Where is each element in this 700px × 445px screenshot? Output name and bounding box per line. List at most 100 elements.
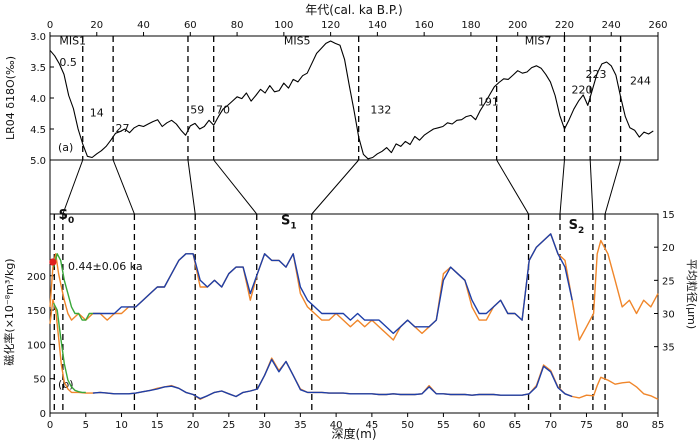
panel-a-xtick-label: 220 [555,20,574,31]
correlation-connector [559,159,565,215]
panel-b-xtick-label: 25 [222,420,235,431]
panel-b-ytick-left-label: 50 [33,375,46,386]
panel-b-xtick-label: 55 [437,420,450,431]
panel-a-xtick-label: 60 [184,20,197,31]
panel-a-xtick-label: 40 [137,20,150,31]
panel-b-ytick-left-label: 100 [27,340,46,351]
panel-b-ytick-left-label: 0 [40,409,46,420]
panel-b-xtick-label: 0 [47,420,53,431]
panel-b-ytick-left-label: 200 [27,272,46,283]
panel-b-ytick-left-label: 150 [27,306,46,317]
panel-a-xtick-label: 80 [231,20,244,31]
date-annotation: 0.44±0.06 ka [68,260,143,273]
panel-a-xtick-label: 0 [47,20,53,31]
lr04-d18o-line [49,40,654,160]
panel-b-ytick-right-label: 20 [662,243,675,254]
boundary-age-label: 0.5 [59,56,77,69]
boundary-age-label: 220 [571,84,592,97]
panel-b-xtick-label: 65 [509,420,522,431]
mis-label: MIS1 [59,35,86,48]
panel-a-xtick-label: 260 [648,20,667,31]
panel-b-xtick-label: 85 [652,420,665,431]
panel-b-xtick-label: 5 [83,420,89,431]
panel-a-ylabel: LR04 δ18O(‰) [4,56,17,140]
panel-a-ticks: 0 20 40 60 80 100 120 140 160 180 200 220 240 260 3.0 3… [30,20,667,167]
panel-b-frame [49,213,659,414]
paleosol-label-subscript: 1 [290,221,296,231]
mis-label: MIS5 [284,35,311,48]
boundary-age-label: 191 [478,95,499,108]
correlation-connector [496,159,529,215]
paleosol-label: S0 [59,208,75,226]
panel-b-ytick-right-label: 30 [662,310,675,321]
panel-b-xtick-label: 30 [258,420,271,431]
panel-a-xtick-label: 200 [508,20,527,31]
correlation-connectors [49,159,622,215]
paleosol-label: S2 [569,218,585,236]
panel-b-xtick-label: 75 [580,420,593,431]
panel-b-ylabel-right: 平均粒径(μm) [685,259,699,329]
mis-label: MIS7 [525,35,552,48]
panel-b-xtick-label: 35 [294,420,307,431]
panel-b-ticks: 0 5 10 15 20 25 30 35 40 45 50 55 60 65 70 75 80 85050100… [27,210,675,431]
boundary-age-label: 223 [586,68,607,81]
panel-a-ytick-label: 3.0 [30,32,46,43]
boundary-age-label: 59 [190,104,204,117]
panel-b-xtick-label: 45 [366,420,379,431]
panel-a-ytick-label: 5.0 [30,156,46,167]
panel-b-xtick-label: 70 [544,420,557,431]
panel-a-ytick-label: 4.5 [30,125,46,136]
panel-b-ytick-right-label: 35 [662,343,675,354]
panel-b-ytick-right-label: 25 [662,276,675,287]
panel-a-ytick-label: 4.0 [30,94,46,105]
panel-b-xtick-label: 40 [330,420,343,431]
boundary-age-label: 132 [370,104,391,117]
panel-b-xtick-label: 50 [401,420,414,431]
grain-size-line [92,233,573,335]
paleosol-label: S1 [281,213,297,231]
correlation-connector [213,159,258,215]
panel-b-xtick-label: 20 [187,420,200,431]
grain-size-line [49,233,659,341]
panel-b-ylabel-left: 磁化率(×10⁻⁸m³/kg) [2,258,16,365]
paleosol-label-subscript: 2 [578,226,584,236]
boundary-age-label: 70 [216,104,230,117]
panel-b-series [49,233,659,400]
boundary-age-label: 27 [115,122,129,135]
panel-a-tag: (a) [58,141,73,154]
panel-a-xtick-label: 100 [274,20,293,31]
panel-b-ytick-right-label: 15 [662,210,675,221]
panel-b-xlabel: 深度(m) [331,426,376,441]
paleosol-label-subscript: 0 [68,216,74,226]
susceptibility-line [92,358,573,400]
boundary-age-label: 244 [630,74,651,87]
panel-a-xtick-label: 120 [321,20,340,31]
correlation-connector [187,159,196,215]
panel-a-xlabel: 年代(cal. ka B.P.) [305,3,402,17]
susceptibility-line [52,302,86,394]
panel-b-xtick-label: 15 [151,420,164,431]
boundary-age-label: 14 [90,107,104,120]
correlation-connector [604,159,622,215]
susceptibility-line [49,299,659,400]
panel-a-xtick-label: 20 [90,20,103,31]
panel-a-xtick-label: 140 [368,20,387,31]
panel-b-xtick-label: 10 [115,420,128,431]
panel-a-frame [49,35,659,161]
correlation-connector [62,159,84,215]
panel-a-ytick-label: 3.5 [30,63,46,74]
annotation-labels: MIS1 MIS5 MIS7 0.5 14 27 59 70 132 191 220 223 244 S0… [59,35,651,236]
correlation-connector [311,159,360,215]
panel-a-series [49,40,654,160]
panel-a-xtick-label: 240 [602,20,621,31]
panel-a-xtick-label: 180 [461,20,480,31]
panel-b-xtick-label: 80 [616,420,629,431]
correlation-connector [112,159,135,215]
grain-size-line [52,253,93,321]
correlation-connector [589,159,594,215]
dated-point [49,258,57,266]
panel-b-xtick-label: 60 [473,420,486,431]
panel-a-xtick-label: 160 [415,20,434,31]
